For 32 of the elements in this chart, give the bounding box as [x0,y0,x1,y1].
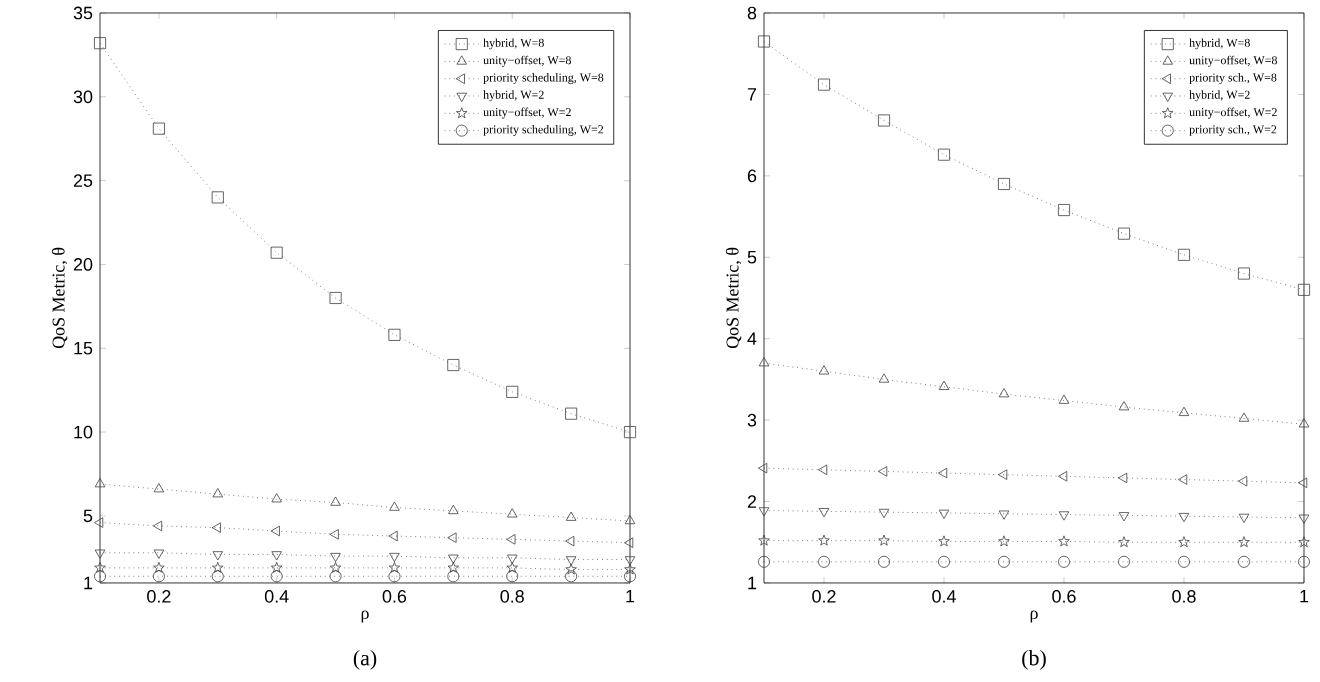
y-tick-label: 5 [747,250,757,264]
x-axis-title: ρ [361,609,369,623]
y-tick-label: 4 [747,332,757,345]
x-tick-label: 0.4 [932,589,956,603]
y-tick-label: 3 [747,413,757,427]
text: (a) [353,649,377,670]
y-tick-label: 1 [84,576,93,589]
x-tick-label: 0.4 [264,589,289,603]
y-tick-label: 8 [747,6,757,19]
y-tick-label: 15 [74,341,93,355]
x-axis-title: ρ [1030,609,1038,623]
y-tick-label: 35 [73,6,93,19]
x-tick-label: 0.8 [1172,589,1196,603]
x-tick-label: 1 [626,589,635,602]
y-tick-label: 20 [73,257,93,271]
y-tick-label: 7 [747,87,757,101]
text: (b) [1022,649,1046,670]
x-tick-label: 0.8 [500,589,524,603]
x-tick-label: 1 [1300,589,1309,602]
x-tick-label: 0.2 [147,589,171,603]
y-tick-label: 6 [747,169,757,182]
y-axis-title: QoS Metric, θ [725,247,742,348]
x-tick-label: 0.2 [812,589,836,603]
x-tick-label: 0.6 [382,589,407,603]
y-axis-title: QoS Metric, θ [51,247,68,348]
y-tick-label: 10 [74,425,93,438]
x-tick-label: 0.6 [1052,589,1076,603]
y-tick-label: 1 [748,576,757,589]
y-tick-label: 2 [747,494,757,508]
y-tick-label: 5 [83,509,93,522]
y-tick-label: 25 [73,173,93,187]
y-tick-label: 30 [73,89,93,103]
